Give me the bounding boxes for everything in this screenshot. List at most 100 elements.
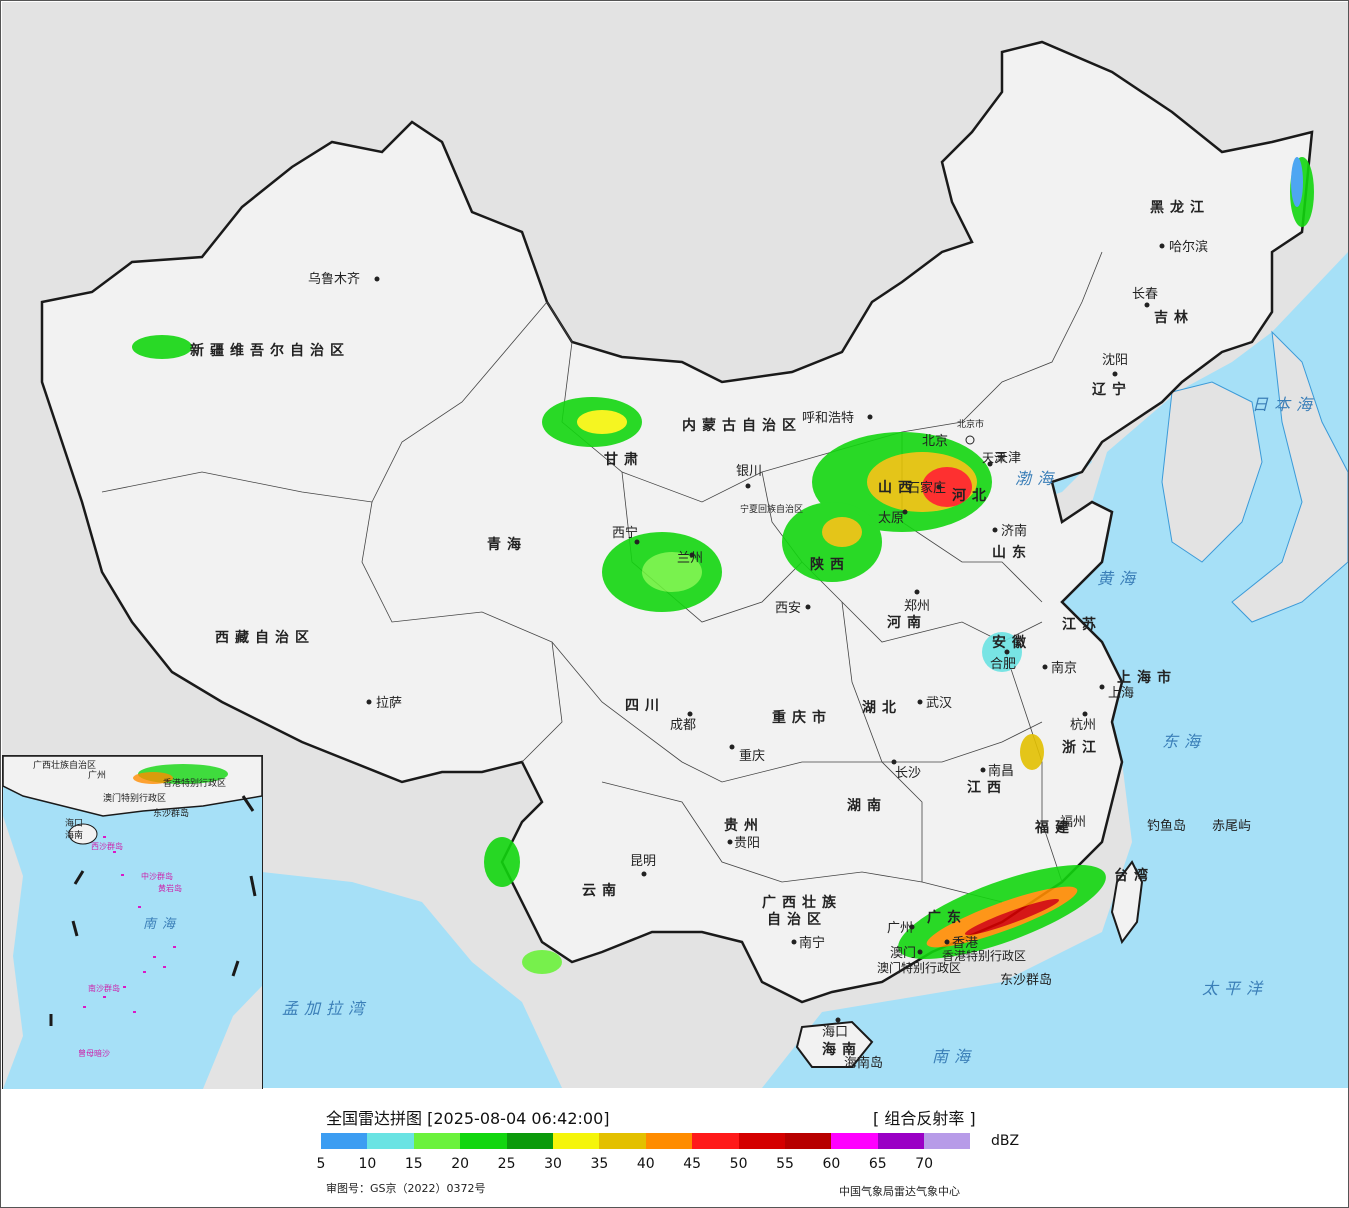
province-label: 宁夏回族自治区 [740,503,803,515]
city-marker: 长沙 [891,759,921,781]
unit-label: dBZ [991,1133,1020,1149]
review-number: 审图号：GS京（2022）0372号 [326,1182,486,1195]
city-marker: 南宁 [791,935,825,951]
scale-swatch [924,1133,971,1149]
svg-text:南海: 南海 [143,917,181,932]
scale-swatch [552,1133,600,1149]
city-marker: 长春 [1132,287,1158,308]
province-label: 云南 [582,882,622,899]
korea-peninsula [1161,381,1263,563]
city-marker: 北京 [922,434,975,449]
svg-text:黄岩岛: 黄岩岛 [158,883,182,893]
svg-text:渤海: 渤海 [1015,469,1059,488]
scale-tick: 25 [497,1156,516,1172]
scale-swatch [692,1133,739,1149]
scale-tick: 55 [776,1156,794,1172]
province-label: 香港特别行政区 [942,948,1026,963]
scale-swatch [460,1133,507,1149]
scale-tick: 40 [636,1156,655,1172]
sea-labels: 日本海 渤海 黄海 东海 太平洋 南海 孟加拉湾 [282,395,1318,1066]
svg-text:南沙群岛: 南沙群岛 [88,983,120,993]
scale-tick: 50 [729,1156,748,1172]
province-label: 贵州 [724,817,764,834]
city-marker: 南京 [1042,660,1077,676]
svg-text:南海: 南海 [932,1047,976,1066]
svg-text:济南: 济南 [1001,523,1027,539]
scale-tick: 70 [915,1156,934,1172]
city-marker: 昆明 [630,854,656,877]
svg-text:重庆: 重庆 [739,748,765,764]
scale-tick: 45 [683,1156,702,1172]
scale-tick: 20 [451,1156,470,1172]
province-label: 西藏自治区 [215,629,315,646]
province-label: 广西壮族 [762,894,842,911]
svg-text:广西壮族自治区: 广西壮族自治区 [33,759,96,771]
scale-swatch [738,1133,785,1149]
svg-text:成都: 成都 [670,718,696,733]
svg-text:贵阳: 贵阳 [734,836,760,851]
svg-text:兰州: 兰州 [677,551,703,566]
province-label: 北京市 [957,418,984,430]
city-marker: 杭州 [1070,711,1096,733]
province-label: 河北 [952,487,992,504]
scale-tick: 15 [404,1156,423,1172]
province-label: 内蒙古自治区 [682,417,802,434]
province-label: 山东 [992,544,1032,561]
svg-text:武汉: 武汉 [926,696,952,711]
svg-text:南宁: 南宁 [799,935,825,951]
svg-text:海口: 海口 [65,817,83,829]
province-label: 黑龙江 [1150,199,1210,216]
province-label: 安徽 [992,634,1032,651]
city-marker: 重庆 [729,744,765,764]
svg-text:北京: 北京 [922,434,948,449]
svg-text:太原: 太原 [878,511,904,526]
svg-text:西安: 西安 [775,601,801,616]
color-scale [321,1133,971,1149]
province-label: 福建 [1034,819,1075,836]
radar-echoes [132,157,1314,974]
svg-text:西宁: 西宁 [612,525,638,541]
scale-tick: 5 [316,1156,326,1172]
svg-text:黄海: 黄海 [1097,569,1141,588]
city-marker: 西宁 [612,525,640,545]
svg-text:澳门: 澳门 [890,945,916,961]
agency-credit: 中国气象局雷达气象中心 [839,1185,960,1198]
province-label: 上海市 [1117,669,1177,686]
svg-text:杭州: 杭州 [1070,718,1096,733]
city-marker: 南昌 [980,763,1014,779]
svg-text:曾母暗沙: 曾母暗沙 [78,1048,110,1058]
province-label: 浙江 [1062,739,1102,756]
province-label: 江西 [967,779,1007,796]
hainan-island [795,1020,874,1068]
svg-text:南昌: 南昌 [988,763,1014,779]
scale-swatch [413,1133,461,1149]
city-marker: 石家庄 [907,480,946,496]
city-marker: 上海 [1099,684,1134,701]
svg-text:石家庄: 石家庄 [907,480,946,496]
province-label: 澳门特别行政区 [877,960,961,975]
svg-text:上海: 上海 [1108,686,1134,701]
taiwan-island [1110,860,1144,945]
province-label: 海南 [822,1041,862,1058]
city-marker: 福州 [1057,815,1086,830]
svg-text:长春: 长春 [1132,287,1158,302]
scale-swatch [599,1133,646,1149]
scale-swatch [831,1133,878,1149]
city-marker: 呼和浩特 [802,411,873,426]
city-marker: 郑州 [904,589,930,614]
city-marker: 贵阳 [727,836,760,851]
province-label: 四川 [625,698,665,714]
province-label: 青海 [487,536,527,553]
city-marker: 哈尔滨 [1159,239,1208,255]
city-marker: 合肥 [990,649,1016,672]
city-marker: 济南 [992,523,1027,539]
svg-text:海口: 海口 [822,1025,848,1040]
svg-text:海南岛: 海南岛 [844,1055,883,1071]
svg-text:东沙群岛: 东沙群岛 [153,807,189,819]
svg-text:日本海: 日本海 [1252,395,1318,414]
svg-text:合肥: 合肥 [990,657,1016,672]
city-marker: 武汉 [917,696,952,711]
scale-swatch [645,1133,693,1149]
svg-text:昆明: 昆明 [630,854,656,869]
